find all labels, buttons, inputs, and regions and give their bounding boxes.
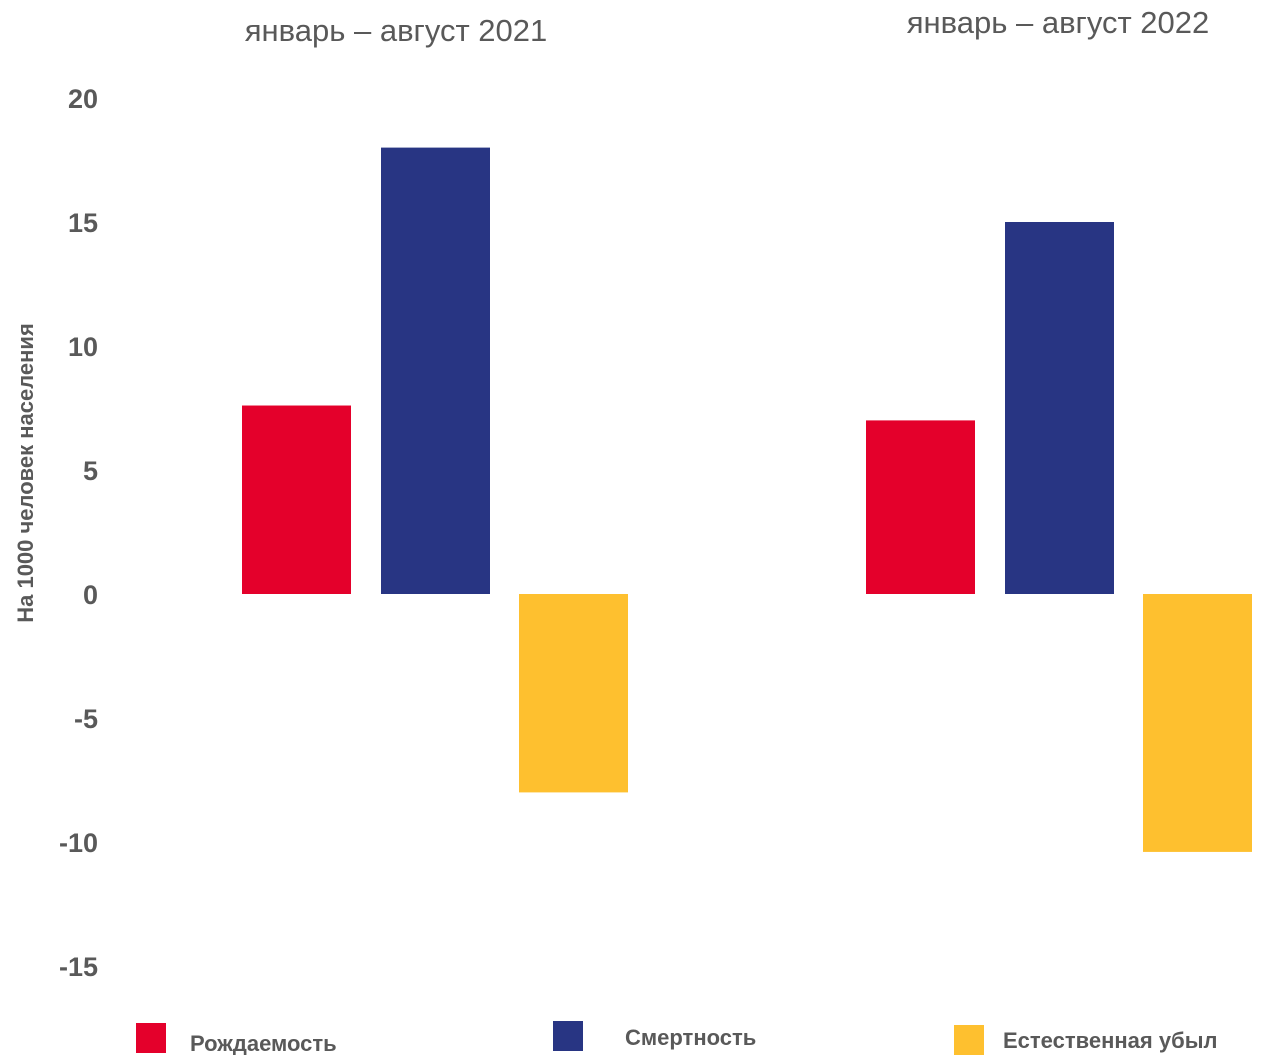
bar-1-group-1 [242, 405, 351, 594]
legend-label-3: Естественная убыл [1003, 1028, 1217, 1053]
legend-swatch-1 [136, 1023, 166, 1053]
legend-swatch-3 [954, 1025, 984, 1055]
y-tick-label: 10 [68, 332, 98, 362]
legend: Рождаемость Смертность Естественная убыл [136, 1021, 1217, 1056]
bar-3-group-1 [519, 594, 628, 793]
legend-label-1: Рождаемость [190, 1031, 337, 1055]
y-axis-title: На 1000 человек населения [13, 323, 38, 623]
bar-3-group-2 [1143, 594, 1252, 852]
y-tick-label: -10 [59, 828, 98, 858]
y-tick-label: 5 [83, 456, 98, 486]
y-tick-label: -15 [59, 952, 98, 982]
y-tick-label: 0 [83, 580, 98, 610]
y-tick-label: 20 [68, 84, 98, 114]
group-title-2: январь – август 2022 [907, 5, 1210, 40]
bar-2-group-2 [1005, 222, 1114, 594]
group-title-1: январь – август 2021 [245, 13, 548, 48]
bars [242, 147, 1252, 852]
y-axis: На 1000 человек населения 20 15 10 5 0 -5 -10 -… [13, 84, 98, 982]
legend-swatch-2 [553, 1021, 583, 1051]
bar-2-group-1 [381, 147, 490, 594]
y-tick-label: 15 [68, 208, 98, 238]
y-tick-label: -5 [74, 704, 98, 734]
bar-1-group-2 [866, 420, 975, 594]
legend-label-2: Смертность [625, 1025, 756, 1050]
group-titles: январь – август 2021 январь – август 2022 [245, 5, 1210, 48]
